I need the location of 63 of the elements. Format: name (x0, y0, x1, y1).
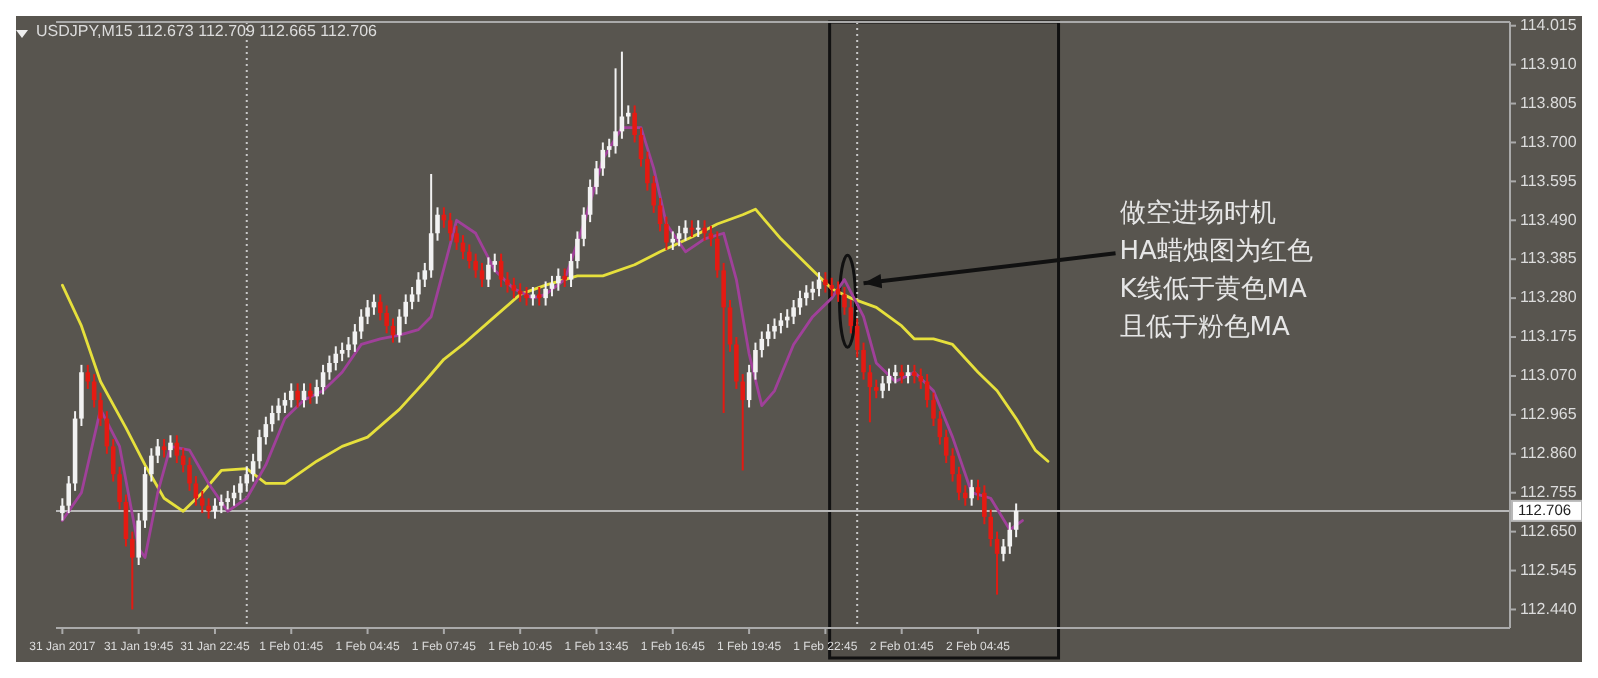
candlestick (282, 391, 288, 415)
candlestick (543, 280, 548, 307)
y-tick-label: 113.910 (1520, 54, 1578, 73)
y-tick-label: 112.440 (1520, 599, 1578, 618)
candlestick (562, 267, 567, 289)
candlestick (486, 256, 491, 289)
candlestick (339, 341, 345, 363)
y-tick-label: 113.805 (1520, 93, 1578, 112)
candlestick (479, 261, 485, 289)
y-tick-label: 112.965 (1520, 405, 1578, 424)
candlestick (676, 224, 682, 248)
y-tick-label: 113.490 (1520, 210, 1578, 229)
candlestick (893, 363, 898, 385)
candlestick (511, 276, 517, 300)
candlestick (791, 298, 796, 326)
y-tick-label: 114.015 (1520, 15, 1578, 34)
candlestick (219, 493, 224, 515)
candlestick (912, 363, 917, 385)
y-tick-label: 112.755 (1520, 482, 1578, 501)
candlestick (238, 475, 243, 502)
candlestick (536, 286, 542, 307)
candlestick (530, 286, 536, 307)
candlestick (804, 284, 809, 307)
y-tick-label: 113.070 (1520, 366, 1578, 385)
candlestick (778, 311, 784, 335)
candlestick (168, 434, 173, 459)
candlestick (416, 271, 421, 303)
y-tick-label: 112.545 (1520, 560, 1578, 579)
candlestick (161, 437, 167, 459)
candlestick (524, 286, 529, 307)
y-tick-label: 112.860 (1520, 444, 1578, 463)
candlestick (702, 219, 707, 242)
candlestick (899, 363, 904, 385)
candlestick (225, 489, 230, 511)
candlestick (810, 280, 815, 301)
candlestick (473, 252, 478, 279)
candlestick (206, 497, 211, 520)
candlestick (695, 219, 701, 238)
candlestick (447, 211, 453, 242)
candlestick (880, 374, 885, 400)
y-tick-label: 113.280 (1520, 288, 1578, 307)
candlestick (683, 219, 688, 242)
candlestick (308, 382, 313, 405)
candlestick (556, 267, 561, 292)
y-tick-label: 112.650 (1520, 521, 1578, 540)
candlestick (829, 276, 835, 298)
candlestick (333, 345, 339, 372)
y-tick-label: 113.385 (1520, 249, 1578, 268)
y-tick-label: 113.175 (1520, 327, 1578, 346)
chart-title: USDJPY,M15 112.673 112.709 112.665 112.706 (36, 22, 379, 40)
y-tick-label: 113.595 (1520, 171, 1578, 190)
candlestick (969, 478, 974, 507)
line-series (60, 207, 1050, 513)
y-tick-label: 113.700 (1520, 132, 1578, 151)
candlestick (670, 230, 676, 251)
candlestick (823, 271, 828, 294)
candlestick (288, 382, 294, 409)
annotation: 做空进场时机 HA蜡烛图为红色 K线低于黄色MA 且低于粉色MA (1119, 199, 1313, 344)
candlestick (467, 243, 472, 270)
candlestick (905, 363, 911, 385)
candlestick (772, 317, 777, 340)
candlestick (549, 274, 555, 298)
candlestick (295, 382, 300, 409)
